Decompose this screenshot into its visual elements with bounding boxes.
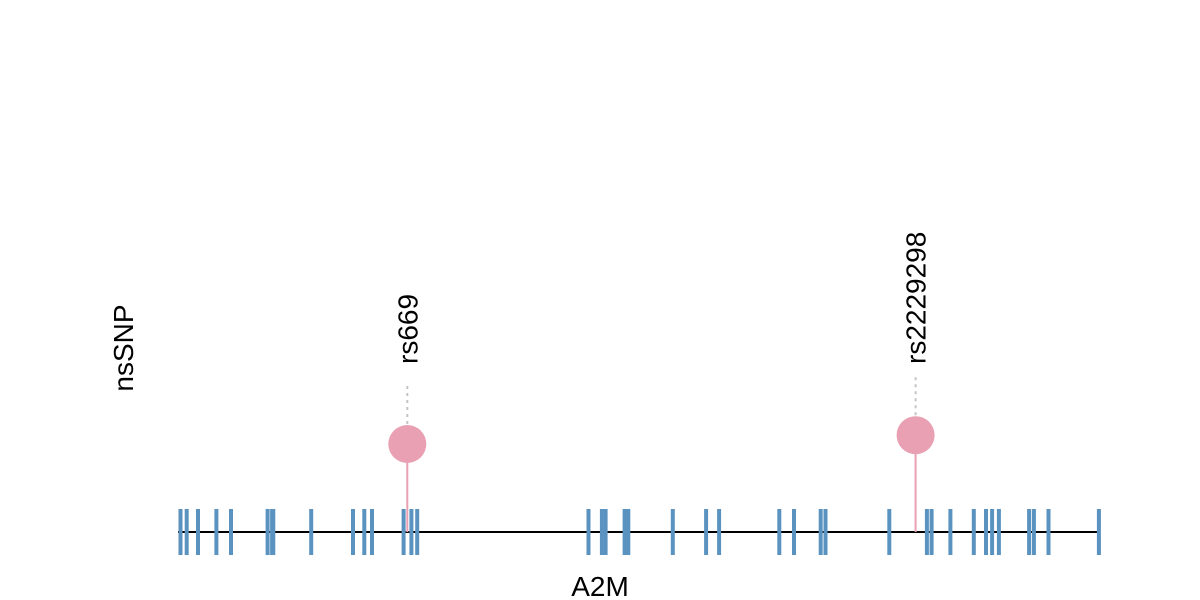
- exon-39: [1096, 509, 1101, 555]
- exon-12: [370, 509, 374, 555]
- exon-2: [184, 509, 189, 555]
- exon-16: [586, 509, 591, 555]
- exon-track: [178, 509, 1101, 555]
- exon-8: [271, 509, 276, 555]
- exon-28: [887, 509, 892, 555]
- exon-32: [971, 509, 976, 555]
- exon-26: [818, 509, 823, 555]
- snp-rs669: rs669: [388, 294, 427, 532]
- snp-markers: rs669 rs2229298: [388, 232, 935, 532]
- exon-3: [196, 509, 200, 555]
- exon-20: [626, 509, 631, 555]
- exon-30: [929, 509, 934, 555]
- snp-circle: [388, 425, 427, 463]
- exon-22: [704, 509, 709, 555]
- exon-5: [229, 509, 233, 555]
- exon-17: [599, 509, 604, 555]
- exon-35: [996, 509, 1001, 555]
- exon-19: [622, 509, 627, 555]
- exon-24: [777, 509, 782, 555]
- track-label: nsSNP: [108, 304, 139, 391]
- snp-rs2229298: rs2229298: [896, 232, 935, 532]
- exon-37: [1031, 509, 1036, 555]
- exon-4: [214, 509, 219, 555]
- exon-38: [1046, 509, 1051, 555]
- exon-10: [351, 509, 355, 555]
- exon-13: [401, 509, 406, 555]
- snp-label: rs669: [392, 294, 423, 364]
- exon-1: [178, 509, 183, 555]
- snp-circle: [896, 416, 935, 455]
- exon-34: [990, 509, 995, 555]
- snp-label: rs2229298: [901, 232, 932, 364]
- exon-9: [309, 509, 314, 555]
- exon-31: [948, 509, 953, 555]
- exon-36: [1027, 509, 1032, 555]
- exon-25: [792, 509, 796, 555]
- exon-14: [409, 509, 414, 555]
- exon-33: [984, 509, 988, 555]
- exon-23: [717, 509, 722, 555]
- exon-18: [603, 509, 608, 555]
- exon-21: [670, 509, 675, 555]
- gene-label: A2M: [571, 571, 629, 600]
- exon-6: [265, 509, 270, 555]
- exon-15: [415, 509, 420, 555]
- exon-27: [823, 509, 828, 555]
- exon-29: [924, 509, 929, 555]
- exon-11: [362, 509, 367, 555]
